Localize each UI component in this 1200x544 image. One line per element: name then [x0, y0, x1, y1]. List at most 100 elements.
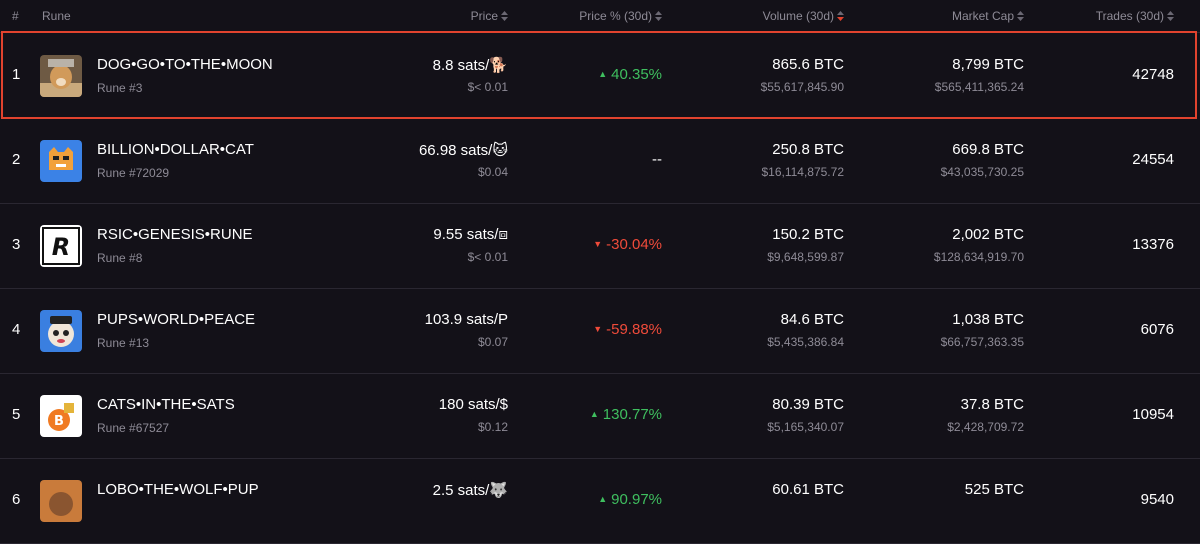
table-row[interactable]: 4 PUPS•WORLD•PEACE Rune #13 103.9 sats/P $0.…: [0, 288, 1200, 374]
volume-usd: $55,617,845.90: [760, 80, 844, 94]
rune-icon: [40, 140, 82, 182]
trades: 9540: [1140, 491, 1174, 508]
rune-name[interactable]: BILLION•DOLLAR•CAT: [97, 141, 254, 158]
price: 2.5 sats/🐺: [432, 482, 508, 499]
change-arrow: ▲: [598, 69, 608, 79]
rune-name[interactable]: DOG•GO•TO•THE•MOON: [97, 56, 273, 73]
icon-image: R: [40, 225, 82, 267]
rune-number: Rune #13: [97, 336, 150, 350]
rank: 3: [12, 236, 21, 253]
rank: 2: [12, 151, 21, 168]
market-cap: 8,799 BTC: [952, 56, 1024, 73]
header-volume-text: Volume (30d): [762, 9, 834, 23]
header-price[interactable]: Price: [471, 9, 508, 23]
change-arrow: ▲: [589, 409, 599, 419]
header-rank: #: [12, 9, 19, 23]
icon-image: [40, 140, 82, 182]
volume-usd: $5,165,340.07: [767, 420, 844, 434]
rune-icon: [40, 480, 82, 522]
price: 8.8 sats/🐕: [432, 57, 508, 74]
table-row[interactable]: 5 B CATS•IN•THE•SATS Rune #67527 180 sats/$ $…: [0, 373, 1200, 459]
change-arrow: ▼: [593, 324, 603, 334]
table-row[interactable]: 1 DOG•GO•TO•THE•MOON Rune #3 8.8 sats/🐕 $< 0…: [0, 33, 1200, 119]
price-usd: $< 0.01: [467, 80, 508, 94]
market-cap: 525 BTC: [964, 481, 1024, 498]
change-value: --: [652, 151, 662, 168]
change-arrow: ▼: [593, 239, 603, 249]
price: 66.98 sats/🐱: [418, 142, 508, 159]
rune-name[interactable]: PUPS•WORLD•PEACE: [97, 311, 256, 328]
svg-text:B: B: [54, 414, 64, 429]
market-cap-usd: $128,634,919.70: [933, 250, 1024, 264]
rune-icon: R: [40, 225, 82, 267]
price-change: ▲ 90.97%: [598, 491, 662, 508]
market-cap: 669.8 BTC: [952, 141, 1024, 158]
header-price-text: Price: [470, 9, 498, 23]
change-value: -59.88%: [606, 321, 662, 338]
price-change: ▲ 130.77%: [590, 406, 662, 423]
rank: 4: [12, 321, 21, 338]
header-trades[interactable]: Trades (30d): [1096, 9, 1174, 23]
table-header: # Rune Price Price % (30d) Volume (30d) …: [0, 0, 1200, 33]
rank: 5: [12, 406, 21, 423]
table-row[interactable]: 2 BILLION•DOLLAR•CAT Rune #72029 66.98 sats…: [0, 118, 1200, 204]
price: 9.55 sats/⧈: [433, 226, 508, 243]
volume: 84.6 BTC: [780, 311, 844, 328]
price-change: ▲ 40.35%: [598, 66, 662, 83]
rune-name[interactable]: LOBO•THE•WOLF•PUP: [97, 481, 259, 498]
table-row[interactable]: 3 R RSIC•GENESIS•RUNE Rune #8 9.55 sats/⧈ $< …: [0, 203, 1200, 289]
icon-image: [40, 310, 82, 352]
price-change: ▼ -30.04%: [593, 236, 662, 253]
volume: 80.39 BTC: [772, 396, 844, 413]
market-cap: 2,002 BTC: [952, 226, 1024, 243]
price-usd: $0.07: [477, 335, 508, 349]
price: 180 sats/$: [438, 396, 508, 413]
icon-image: [40, 480, 82, 522]
rune-number: Rune #72029: [97, 166, 170, 180]
change-value: 90.97%: [611, 491, 662, 508]
rank: 1: [12, 66, 21, 83]
trades: 24554: [1132, 151, 1174, 168]
change-value: 40.35%: [611, 66, 662, 83]
change-arrow: ▲: [598, 494, 608, 504]
price-change: --: [652, 151, 662, 168]
rune-number: Rune #8: [97, 251, 143, 265]
volume-usd: $5,435,386.84: [767, 335, 844, 349]
header-trades-text: Trades (30d): [1095, 9, 1164, 23]
icon-image: B: [40, 395, 82, 437]
trades: 42748: [1132, 66, 1174, 83]
rune-number: Rune #67527: [97, 421, 170, 435]
header-market-cap[interactable]: Market Cap: [952, 9, 1024, 23]
rune-name[interactable]: RSIC•GENESIS•RUNE: [97, 226, 253, 243]
rune-icon: [40, 55, 82, 97]
trades: 10954: [1132, 406, 1174, 423]
header-volume[interactable]: Volume (30d): [763, 9, 844, 23]
price-change: ▼ -59.88%: [593, 321, 662, 338]
price: 103.9 sats/P: [424, 311, 508, 328]
market-cap: 1,038 BTC: [952, 311, 1024, 328]
trades: 13376: [1132, 236, 1174, 253]
price-usd: $0.04: [477, 165, 508, 179]
header-change-text: Price % (30d): [579, 9, 652, 23]
header-market-cap-text: Market Cap: [951, 9, 1014, 23]
volume: 865.6 BTC: [772, 56, 844, 73]
market-cap-usd: $565,411,365.24: [934, 80, 1024, 94]
rank: 6: [12, 491, 21, 508]
header-rune: Rune: [42, 9, 71, 23]
rune-icon: B: [40, 395, 82, 437]
rune-icon: [40, 310, 82, 352]
volume: 150.2 BTC: [772, 226, 844, 243]
rune-name[interactable]: CATS•IN•THE•SATS: [97, 396, 235, 413]
header-change[interactable]: Price % (30d): [579, 9, 662, 23]
svg-text:R: R: [52, 233, 70, 261]
table-row[interactable]: 6 LOBO•THE•WOLF•PUP 2.5 sats/🐺 ▲ 90.97% 60.61…: [0, 458, 1200, 544]
icon-image: [40, 55, 82, 97]
volume: 60.61 BTC: [772, 481, 844, 498]
change-value: -30.04%: [606, 236, 662, 253]
price-usd: $0.12: [477, 420, 508, 434]
price-usd: $< 0.01: [467, 250, 508, 264]
market-cap-usd: $66,757,363.35: [940, 335, 1024, 349]
market-cap-usd: $2,428,709.72: [947, 420, 1024, 434]
volume-usd: $16,114,875.72: [761, 165, 844, 179]
